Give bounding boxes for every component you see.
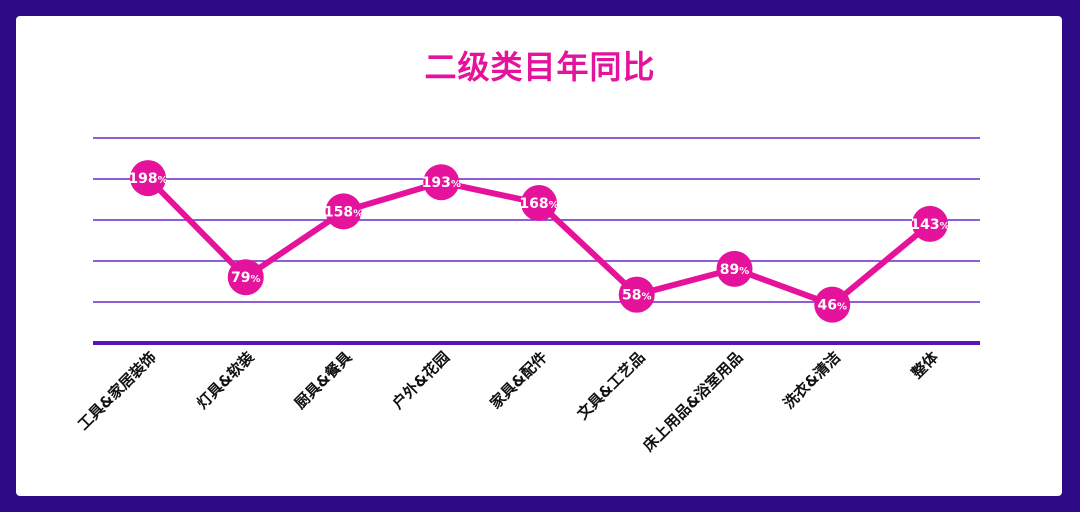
data-label: 58% (622, 288, 652, 304)
category-label: 灯具&软装 (193, 347, 258, 412)
category-label: 洗衣&清洁 (780, 348, 844, 412)
data-point (814, 286, 851, 323)
data-point (227, 259, 264, 296)
data-markers: 198% 79% 158% 193% 168% 58% 89% 46% 143% (128, 160, 950, 323)
category-label: 工具&家居装饰 (74, 348, 160, 434)
category-label: 床上用品&浴室用品 (639, 348, 746, 455)
data-label: 193% (422, 175, 461, 191)
data-point (130, 160, 166, 197)
category-label: 文具&工艺品 (574, 348, 649, 423)
category-label: 户外&花园 (389, 348, 453, 412)
category-labels: 工具&家居装饰 灯具&软装 厨具&餐具 户外&花园 家具&配件 文具&工艺品床上用品&浴室… (74, 347, 942, 455)
data-point (423, 164, 460, 201)
chart-title: 二级类目年同比 (424, 48, 656, 86)
data-point (325, 193, 362, 230)
data-label: 198% (128, 171, 167, 187)
category-label: 整体 (908, 347, 943, 382)
category-label: 家具&配件 (486, 348, 550, 412)
data-label: 168% (519, 196, 558, 212)
data-point (912, 205, 948, 242)
category-label: 厨具&餐具 (291, 348, 355, 412)
data-label: 89% (720, 262, 750, 278)
data-point (521, 185, 557, 222)
data-label: 46% (817, 298, 847, 314)
data-point (716, 250, 753, 287)
data-label: 143% (910, 217, 949, 233)
data-label: 79% (231, 270, 261, 286)
data-label: 158% (324, 204, 363, 220)
data-point (618, 276, 655, 313)
